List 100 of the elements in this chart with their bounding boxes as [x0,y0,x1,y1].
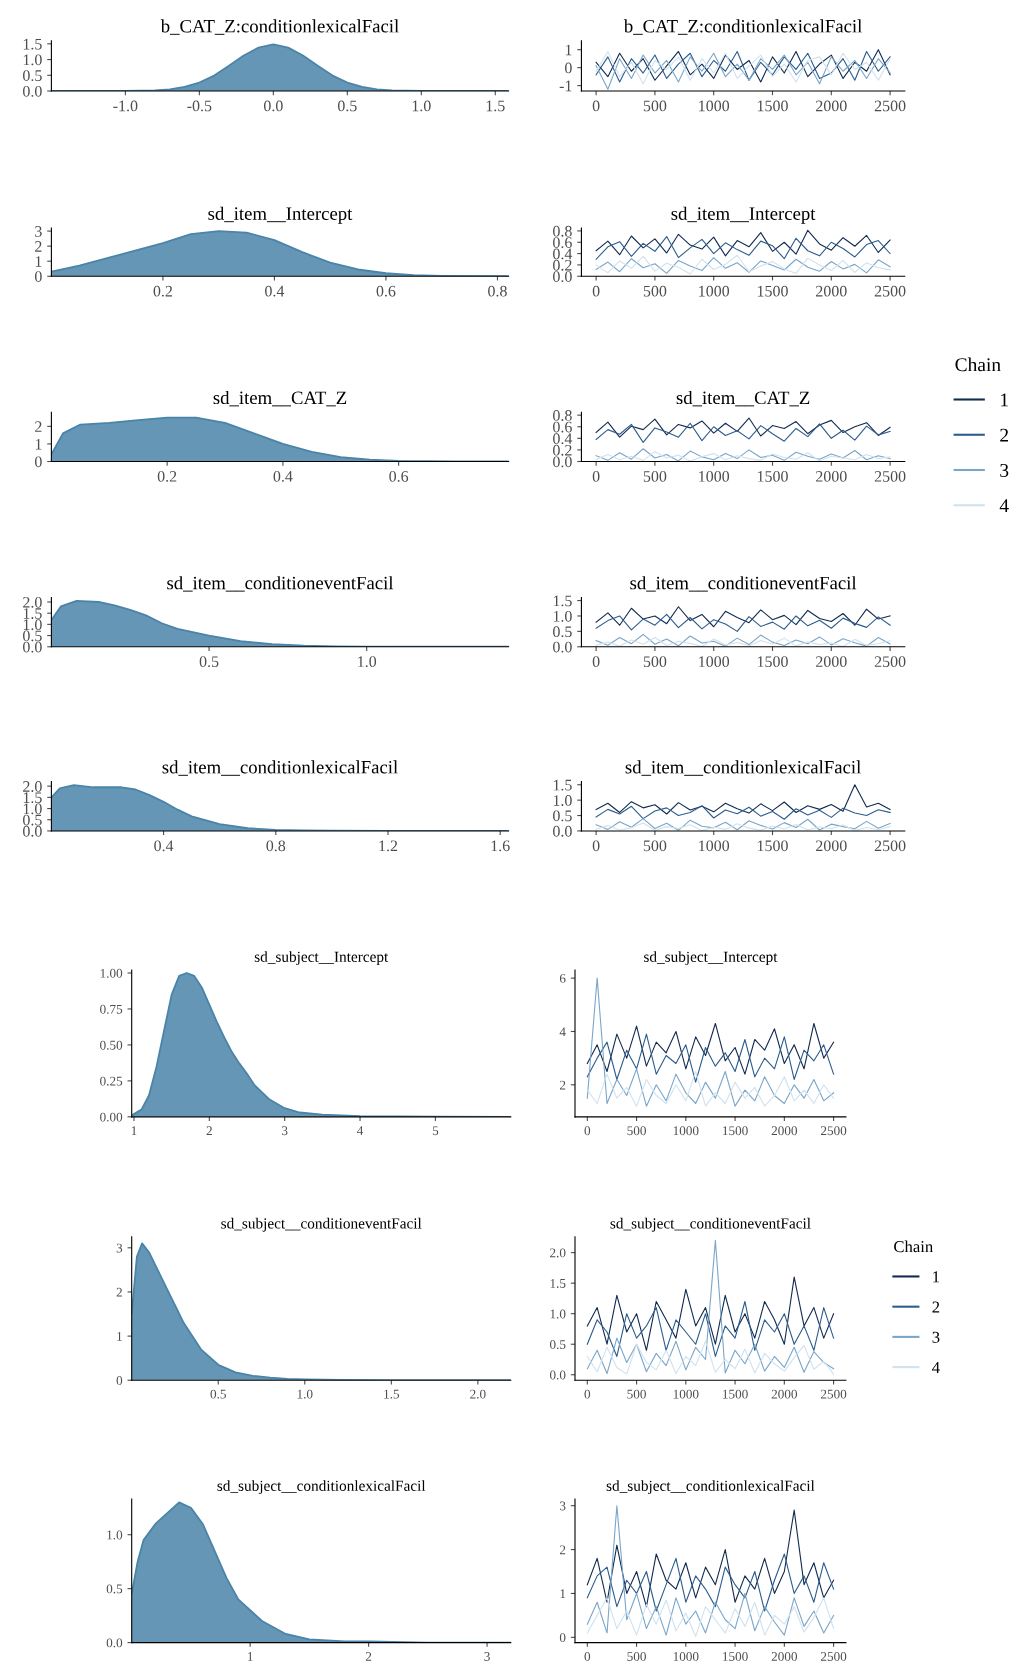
x-tick-label: -1.0 [113,100,138,112]
x-tick-label: 2000 [771,1389,798,1399]
x-tick-label: 0.5 [199,656,219,668]
legend-label: 2 [1000,428,1008,442]
y-tick-label: 0.8 [553,225,572,237]
y-tick-label: 0.50 [100,1040,123,1050]
y-tick-label: 0 [34,271,42,282]
y-tick-label: -1 [559,80,572,92]
chart-title: sd_item__conditioneventFacil [167,576,394,592]
x-tick-label: 0 [592,100,600,112]
chart-title: sd_subject__conditionlexicalFacil [217,1480,426,1495]
x-tick-label: 1 [131,1126,137,1136]
y-tick-label: 1.5 [23,792,42,804]
chart-title: sd_item__conditionlexicalFacil [162,760,398,776]
y-tick-label: 1.5 [23,38,42,50]
x-tick-label: 2000 [816,840,847,852]
y-tick-label: 1.0 [23,619,42,631]
x-tick-label: 0.8 [488,285,507,297]
y-tick-label: 3 [116,1243,123,1253]
x-tick-label: 1500 [723,1389,748,1399]
line-series [595,613,891,632]
y-tick-label: 2.0 [23,781,42,792]
x-tick-label: 2500 [874,840,906,852]
chart-title: sd_item__Intercept [208,206,353,224]
x-tick-label: 0 [592,471,600,482]
line-series [586,1300,835,1357]
x-tick-label: 0.2 [153,285,173,297]
y-tick-label: 0.2 [553,444,572,456]
x-tick-label: 1000 [699,471,730,482]
y-tick-label: 0 [559,1633,566,1643]
x-tick-label: 500 [643,100,667,112]
x-tick-label: 1000 [699,285,730,297]
y-tick-label: 3 [35,226,42,237]
y-tick-label: 0.5 [106,1584,123,1594]
x-tick-label: 2500 [820,1652,847,1661]
legend-title: Chain [894,1240,933,1253]
x-tick-label: 1.0 [297,1389,313,1399]
y-tick-label: 2.0 [550,1248,566,1258]
x-tick-label: 500 [643,656,667,668]
x-tick-label: 1500 [757,840,788,852]
legend-label: 4 [932,1361,940,1373]
y-tick-label: 0.0 [553,825,572,837]
x-tick-label: 0.5 [210,1389,226,1399]
x-tick-label: 500 [643,285,667,297]
x-tick-label: 0.4 [265,285,285,297]
x-tick-label: 0.8 [266,840,286,852]
x-tick-label: 2000 [816,656,847,668]
chart-title: sd_subject__conditionlexicalFacil [606,1480,815,1495]
y-tick-label: 1 [35,438,42,450]
x-tick-label: 1500 [757,656,788,668]
x-tick-label: 0 [592,285,600,297]
line-series [586,1239,835,1375]
x-tick-label: 500 [643,840,667,852]
y-tick-label: 6 [559,973,566,983]
y-tick-label: 0.5 [23,70,42,82]
x-tick-label: 2 [365,1652,372,1661]
y-tick-label: 0.25 [100,1076,123,1086]
y-tick-label: 2 [559,1545,566,1555]
x-tick-label: 500 [643,471,667,482]
x-tick-label: 0.6 [389,471,409,482]
x-tick-label: 1.0 [412,100,431,112]
y-tick-label: 0.6 [553,237,572,249]
y-tick-label: 1.0 [553,795,572,806]
x-tick-label: 1.5 [486,100,505,112]
line-series [586,1340,835,1375]
y-tick-label: 0.00 [100,1112,123,1122]
x-tick-label: 0.0 [263,100,283,112]
line-series [595,822,891,831]
x-tick-label: 500 [627,1652,646,1661]
chart-title: sd_item__Intercept [671,206,816,224]
x-tick-label: 0 [592,656,600,668]
x-tick-label: 1.5 [384,1389,400,1399]
y-tick-label: 2 [35,241,42,252]
line-series [586,1070,835,1107]
y-tick-label: 1.0 [553,610,572,622]
legend-label: 1 [933,1271,940,1283]
x-tick-label: 1500 [757,471,788,482]
x-tick-label: 5 [432,1126,439,1136]
x-tick-label: 2.0 [470,1389,486,1399]
y-tick-label: 1.00 [100,968,123,978]
line-series [586,1276,835,1351]
x-tick-label: 2000 [771,1652,798,1661]
x-tick-label: 1.0 [358,656,377,668]
x-tick-label: 1000 [673,1389,699,1399]
x-tick-label: 1000 [673,1126,699,1136]
chart-title: sd_item__CAT_Z [676,390,810,407]
chart-title: sd_item__conditioneventFacil [630,576,857,592]
legend-label: 2 [932,1301,940,1313]
y-tick-label: 2 [116,1287,122,1297]
y-tick-label: 0.75 [100,1004,123,1014]
y-tick-label: 1.5 [550,1279,566,1288]
y-tick-label: 0.5 [553,626,572,638]
y-tick-label: 0 [116,1376,123,1385]
y-tick-label: 1 [560,1589,566,1599]
y-tick-label: 2 [35,421,42,432]
x-tick-label: 1500 [723,1652,748,1661]
y-tick-label: 1.0 [550,1309,566,1319]
y-tick-label: 2 [559,1080,566,1090]
y-tick-label: 1.0 [23,54,42,66]
line-series [595,236,891,260]
